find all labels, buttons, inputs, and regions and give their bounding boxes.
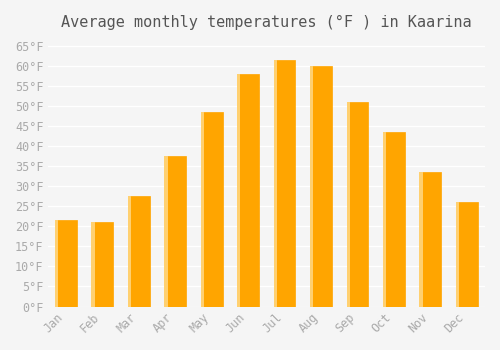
Bar [200,112,222,307]
Bar [92,222,94,307]
Bar [346,102,350,307]
Bar [420,172,422,307]
Bar [200,112,204,307]
Bar [310,66,314,307]
Bar [55,220,58,307]
Bar [456,202,477,307]
Bar [274,60,295,307]
Bar [237,74,240,307]
Bar [128,196,150,307]
Bar [383,132,386,307]
Title: Average monthly temperatures (°F ) in Kaarina: Average monthly temperatures (°F ) in Ka… [61,15,472,30]
Bar [346,102,368,307]
Bar [383,132,405,307]
Bar [274,60,277,307]
Bar [164,156,168,307]
Bar [420,172,442,307]
Bar [55,220,77,307]
Bar [310,66,332,307]
Bar [128,196,131,307]
Bar [237,74,259,307]
Bar [456,202,459,307]
Bar [164,156,186,307]
Bar [92,222,114,307]
